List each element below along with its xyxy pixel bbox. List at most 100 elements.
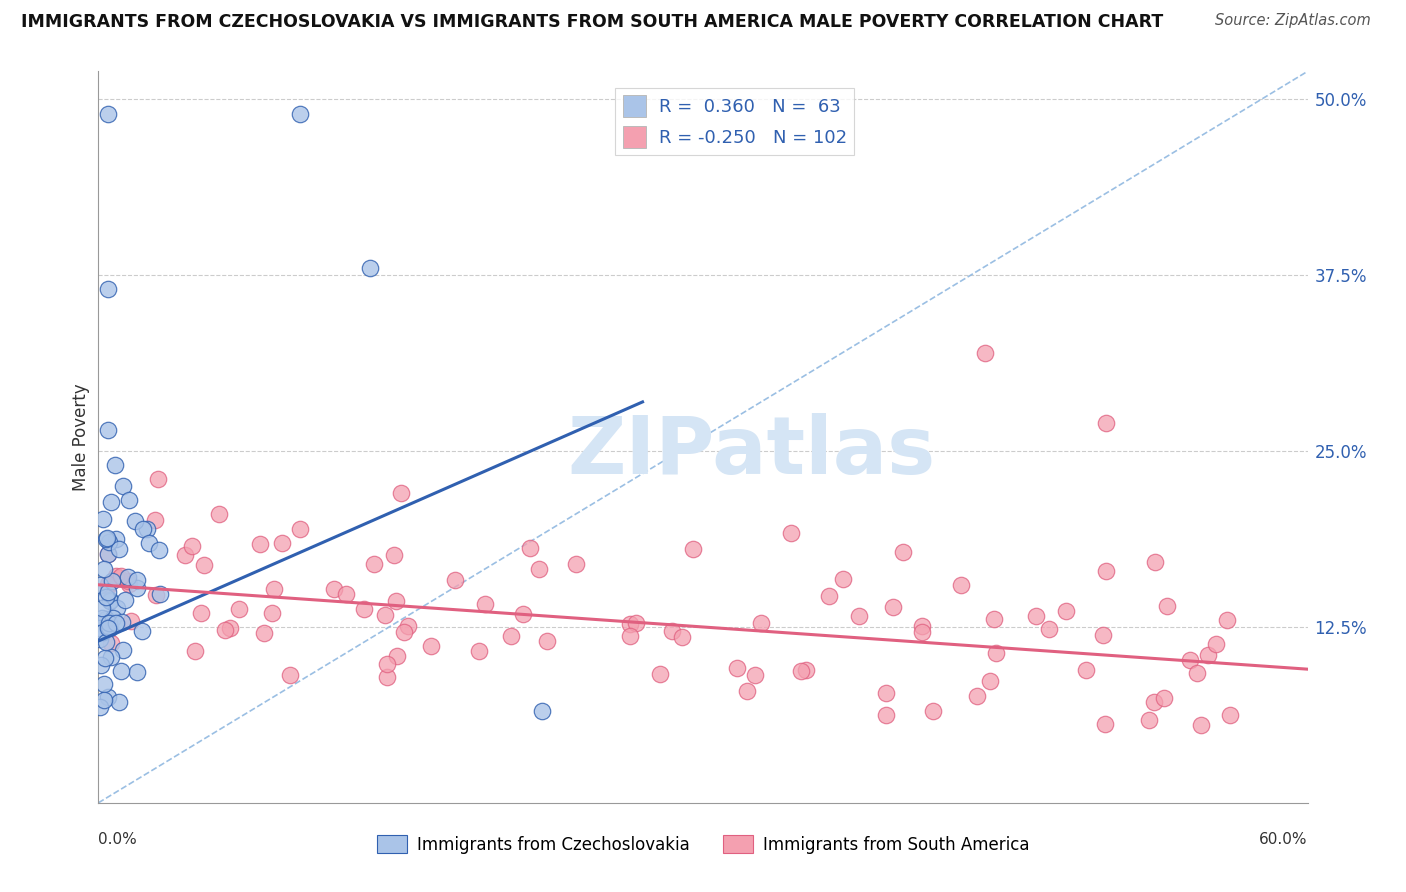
Point [94,612,117,626]
Point [145,588,167,602]
Point [519,541,541,555]
Point [661,624,683,639]
Point [98,592,121,607]
Point [271,536,294,550]
Point [1144,555,1167,569]
Point [619,616,641,631]
Point [818,589,841,603]
Point [105,568,128,582]
Point [363,557,385,571]
Point [1198,648,1220,662]
Point [97,620,120,634]
Point [375,669,398,683]
Point [323,582,346,596]
Point [979,673,1001,688]
Point [360,261,382,276]
Point [875,708,897,723]
Point [974,345,997,359]
Point [1185,666,1208,681]
Point [91,600,114,615]
Point [89,621,111,635]
Point [103,458,125,473]
Point [420,639,443,653]
Point [94,590,117,604]
Point [986,646,1008,660]
Point [97,690,120,704]
Point [624,616,647,631]
Point [127,665,149,679]
Point [101,574,124,588]
Point [1025,608,1047,623]
Point [98,594,121,608]
Point [950,578,973,592]
Point [91,624,114,639]
Point [96,531,118,545]
Point [146,472,169,486]
Point [911,625,934,640]
Point [97,282,120,296]
Point [1219,708,1241,723]
Point [396,619,419,633]
Point [474,597,496,611]
Text: Source: ZipAtlas.com: Source: ZipAtlas.com [1215,13,1371,29]
Point [530,705,553,719]
Text: 0.0%: 0.0% [98,832,138,847]
Point [671,630,693,644]
Point [387,648,409,663]
Point [117,570,139,584]
Point [875,686,897,700]
Point [127,581,149,595]
Point [882,600,904,615]
Point [94,532,117,546]
Point [384,594,406,608]
Point [384,548,406,562]
Point [193,558,215,573]
Point [735,684,758,698]
Point [91,610,114,624]
Point [181,539,204,553]
Point [103,611,125,625]
Point [97,585,120,599]
Point [190,606,212,620]
Point [219,622,242,636]
Point [831,572,853,586]
Point [565,558,588,572]
Point [104,615,127,630]
Point [682,542,704,557]
Point [1095,416,1118,430]
Point [512,607,534,621]
Point [118,577,141,591]
Point [468,644,491,658]
Point [107,571,129,585]
Point [93,693,115,707]
Point [131,624,153,638]
Point [111,479,134,493]
Point [794,663,817,677]
Point [536,634,558,648]
Point [1094,716,1116,731]
Point [108,695,131,709]
Point [1074,663,1097,677]
Point [375,657,398,672]
Point [97,577,120,591]
Point [208,508,231,522]
Point [93,676,115,690]
Point [111,615,134,630]
Point [1143,695,1166,709]
Point [725,661,748,675]
Point [93,562,115,576]
Point [1054,604,1077,618]
Point [100,495,122,509]
Point [249,536,271,550]
Point [1156,599,1178,613]
Point [124,515,146,529]
Point [1153,690,1175,705]
Point [114,593,136,607]
Point [149,587,172,601]
Point [444,573,467,587]
Point [118,493,141,508]
Point [1189,718,1212,732]
Text: ZIPatlas: ZIPatlas [567,413,935,491]
Point [278,668,301,682]
Point [374,608,396,623]
